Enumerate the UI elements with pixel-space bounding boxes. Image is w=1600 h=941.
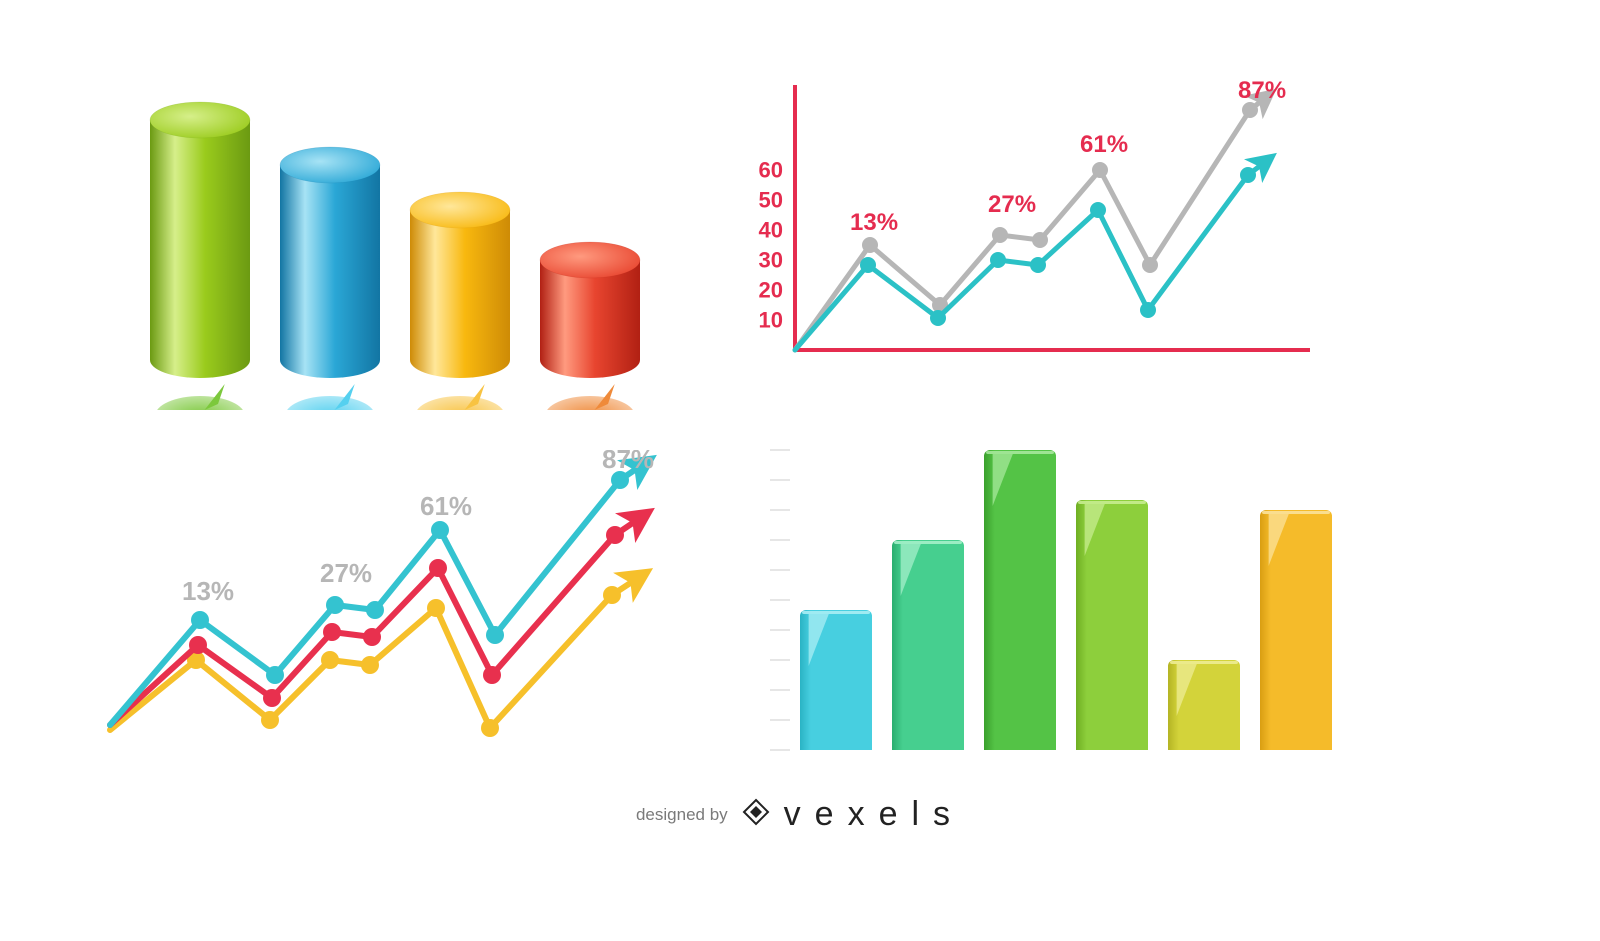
vexels-logo-icon [742, 798, 770, 831]
infographic-canvas: 10 20 30 40 50 60 13% 27% 61% 87% 13% 27% 61% 87% de… [0, 0, 1600, 941]
svg-text:20: 20 [759, 278, 783, 303]
svg-text:40: 40 [759, 218, 783, 243]
attribution: designed by vexels [0, 795, 1600, 834]
axis-line-chart: 10 20 30 40 50 60 13% 27% 61% 87% [740, 80, 1320, 385]
svg-text:87%: 87% [602, 450, 654, 474]
svg-text:27%: 27% [320, 558, 372, 588]
svg-text:30: 30 [759, 248, 783, 273]
cylinder-bar-chart [130, 60, 690, 415]
svg-text:87%: 87% [1238, 80, 1286, 104]
svg-text:60: 60 [759, 158, 783, 183]
attribution-brand: vexels [784, 795, 964, 834]
tri-line-chart: 13% 27% 61% 87% [100, 450, 680, 785]
svg-text:61%: 61% [1080, 131, 1128, 158]
svg-text:27%: 27% [988, 191, 1036, 218]
flat-bar-chart [770, 430, 1370, 765]
svg-text:13%: 13% [850, 209, 898, 236]
svg-text:61%: 61% [420, 491, 472, 521]
svg-text:50: 50 [759, 188, 783, 213]
attribution-prefix: designed by [636, 805, 728, 825]
svg-text:13%: 13% [182, 576, 234, 606]
svg-text:10: 10 [759, 308, 783, 333]
